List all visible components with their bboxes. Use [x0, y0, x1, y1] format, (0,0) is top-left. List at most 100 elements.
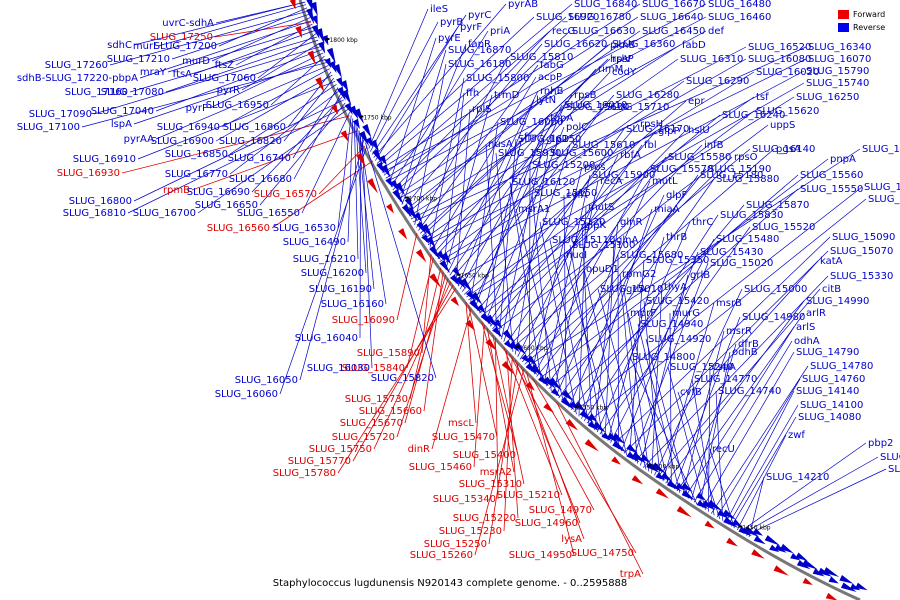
reverse-gene-label: trmD: [494, 90, 520, 101]
reverse-connector-line: [487, 128, 625, 324]
reverse-gene-label: SLUG_14940: [640, 319, 703, 330]
reverse-feature-glyph: [666, 480, 682, 492]
reverse-gene-label: SLUG_14780: [810, 361, 873, 372]
reverse-feature-glyph: [370, 139, 379, 152]
forward-feature-glyph: [584, 439, 599, 452]
reverse-connector-line: [515, 208, 565, 403]
reverse-feature-glyph: [655, 472, 666, 481]
reverse-gene-label: SLUG_16060: [215, 389, 278, 400]
reverse-gene-label: SLUG_16050: [235, 375, 298, 386]
reverse-connector-line: [685, 326, 795, 497]
reverse-connector-line: [682, 330, 725, 495]
reverse-connector-line: [533, 168, 649, 375]
reverse-feature-glyph: [640, 454, 651, 463]
forward-connector-line: [121, 115, 350, 174]
reverse-gene-label: SLUG_16680: [229, 174, 292, 185]
reverse-feature-glyph: [503, 339, 513, 350]
forward-gene-label: SLUG_14960: [515, 518, 578, 529]
reverse-feature-glyph: [426, 236, 436, 248]
reverse-connector-line: [526, 148, 861, 368]
reverse-feature-glyph: [429, 245, 441, 261]
forward-gene-label: SLUG_17250: [150, 32, 213, 43]
reverse-connector-line: [392, 30, 551, 191]
reverse-feature-glyph: [359, 130, 370, 147]
reverse-connector-line: [439, 71, 755, 262]
reverse-feature-glyph: [324, 57, 332, 69]
reverse-gene-label: ftsZ: [215, 60, 234, 71]
feature-glyphs: [289, 0, 868, 600]
reverse-gene-label: SLUG_16690: [187, 187, 250, 198]
reverse-feature-glyph: [421, 234, 430, 245]
reverse-connector-line: [425, 58, 747, 243]
forward-connector-line: [423, 271, 444, 412]
legend-forward-label: Forward: [853, 10, 886, 19]
reverse-gene-label: mutL: [652, 176, 678, 187]
reverse-connector-line: [586, 198, 867, 424]
reverse-feature-glyph: [460, 277, 473, 293]
reverse-connector-line: [129, 36, 318, 93]
axis-tick-mark: [404, 196, 409, 199]
reverse-feature-glyph: [579, 409, 594, 423]
reverse-gene-label: msrR: [726, 326, 752, 337]
reverse-gene-label: pgsA: [776, 144, 801, 155]
reverse-feature-glyph: [723, 517, 739, 529]
forward-gene-label: SLUG_16090: [332, 315, 395, 326]
forward-gene-label: SLUG_15470: [432, 432, 495, 443]
reverse-feature-glyph: [612, 440, 627, 453]
reverse-gene-label: SLUG_15580: [668, 152, 731, 163]
reverse-connector-line: [573, 186, 863, 413]
reverse-feature-glyph: [850, 583, 861, 591]
reverse-gene-label: SLUG_15880: [716, 174, 779, 185]
reverse-gene-label: SLUG_16640: [640, 12, 703, 23]
reverse-gene-label: tsf: [756, 92, 769, 103]
reverse-connector-line: [416, 56, 509, 228]
reverse-feature-glyph: [722, 509, 736, 520]
forward-feature-glyph: [565, 419, 579, 431]
forward-feature-glyph: [726, 537, 738, 547]
reverse-gene-label: SLUG_15790: [806, 66, 869, 77]
reverse-connector-line: [546, 174, 699, 387]
axis-tick-label: 1700 kbp: [409, 196, 437, 203]
reverse-gene-label: hslU: [688, 125, 710, 136]
reverse-feature-glyph: [780, 543, 794, 554]
reverse-connector-line: [399, 49, 447, 202]
forward-connector-line: [396, 278, 449, 438]
forward-feature-glyph: [802, 577, 813, 585]
forward-connector-line: [486, 328, 515, 473]
reverse-connector-line: [139, 20, 312, 79]
reverse-gene-label: fapR: [468, 39, 491, 50]
reverse-gene-label: SLUG_17200: [154, 41, 217, 52]
reverse-gene-label: SLUG_16850: [165, 149, 228, 160]
reverse-connector-line: [524, 148, 775, 365]
reverse-gene-label: SLUG_17260: [45, 60, 108, 71]
reverse-gene-label: SLUG_16460: [708, 12, 771, 23]
reverse-feature-glyph: [769, 544, 780, 553]
forward-connector-line: [406, 257, 434, 369]
reverse-gene-label: pyrR: [217, 85, 240, 96]
reverse-connector-line: [167, 26, 314, 73]
reverse-feature-glyph: [681, 490, 695, 501]
reverse-connector-line: [489, 130, 657, 327]
reverse-gene-label: murI: [133, 41, 156, 52]
reverse-connector-line: [365, 142, 437, 379]
forward-connector-line: [431, 308, 472, 450]
forward-feature-glyph: [525, 381, 535, 391]
reverse-connector-line: [241, 43, 320, 91]
reverse-feature-glyph: [548, 377, 563, 391]
reverse-gene-label: SLUG_15900: [592, 170, 655, 181]
reverse-connector-line: [455, 108, 471, 284]
reverse-feature-glyph: [593, 421, 606, 433]
reverse-feature-glyph: [543, 376, 556, 389]
forward-feature-glyph: [825, 592, 837, 600]
reverse-gene-label: glpP: [658, 126, 680, 137]
reverse-connector-line: [165, 39, 319, 93]
reverse-feature-glyph: [362, 124, 372, 138]
forward-feature-glyph: [485, 338, 497, 352]
reverse-gene-label: mraY: [140, 67, 167, 78]
forward-feature-glyph: [340, 130, 349, 143]
reverse-feature-glyph: [333, 63, 342, 79]
reverse-gene-label: uvrC-sdhA: [162, 18, 214, 29]
reverse-gene-label: uppS: [770, 120, 795, 131]
reverse-feature-glyph: [502, 329, 516, 344]
reverse-gene-label: priA: [490, 26, 510, 37]
